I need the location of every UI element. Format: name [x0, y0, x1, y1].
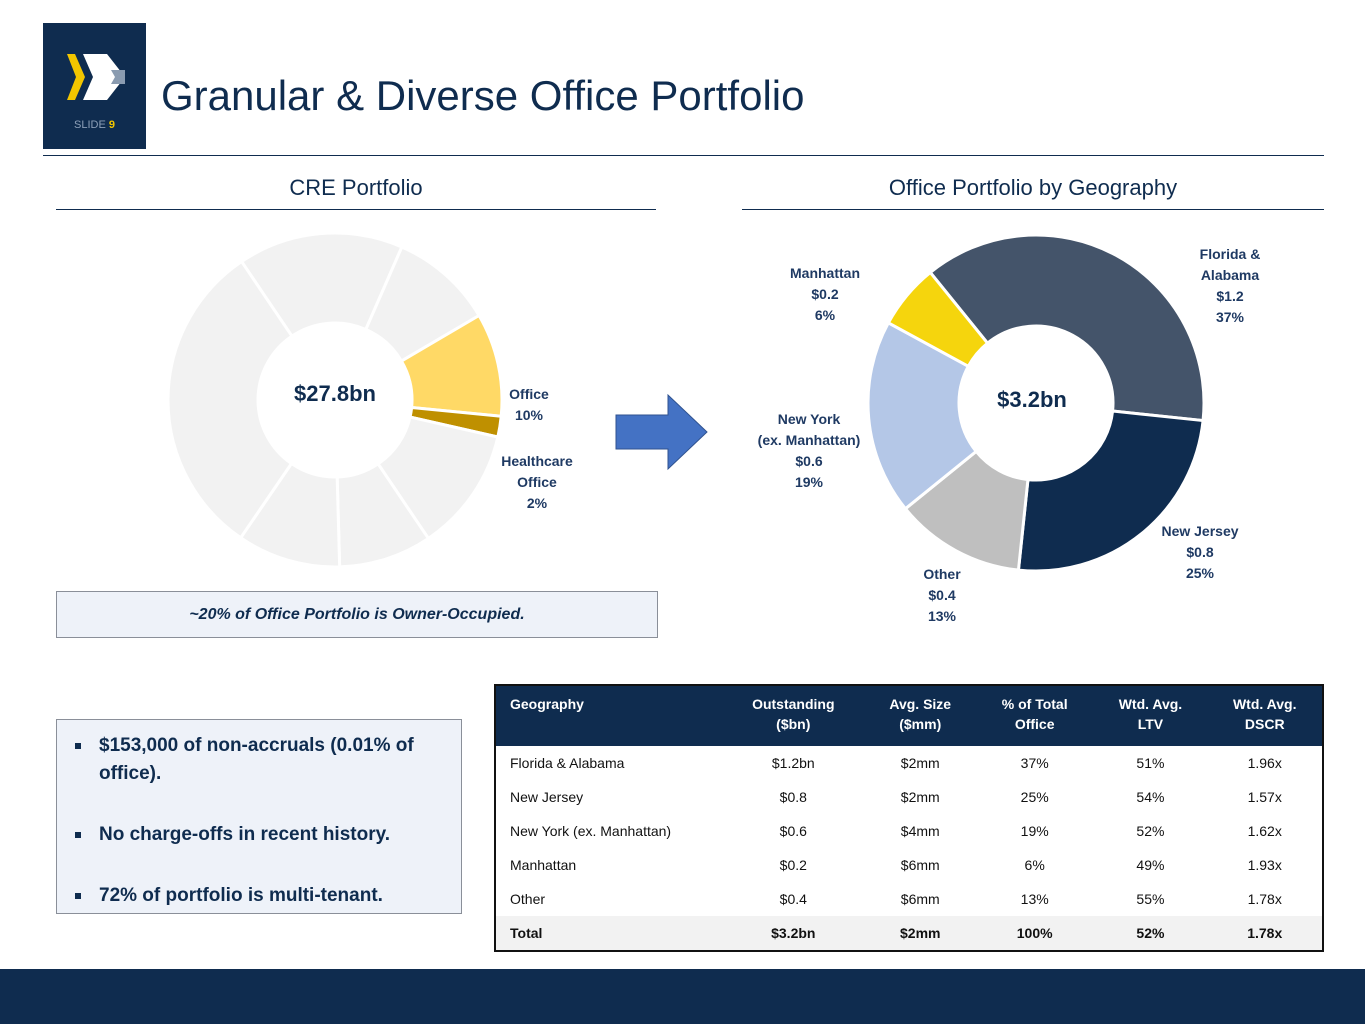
bullet-square-icon — [75, 832, 81, 838]
col-header-ltv: Wtd. Avg. LTV — [1093, 685, 1208, 746]
geo-slice-florida-alabama — [928, 233, 1206, 423]
cell-dscr: 1.78x — [1207, 916, 1323, 951]
table-header-row: Geography Outstanding ($bn) Avg. Size ($mm… — [495, 685, 1323, 746]
cell-geography: New Jersey — [510, 789, 584, 805]
other-callout: Other $0.4 13% — [923, 566, 961, 624]
geo-slice-new-york-ex-manhattan — [866, 320, 979, 511]
bullet-item: No charge-offs in recent history. — [73, 821, 441, 849]
cell-geography: Other — [510, 891, 546, 907]
bullet-item: 72% of portfolio is multi-tenant. — [73, 882, 441, 910]
table-row: New York (ex. Manhattan) $0.6 $4mm 19% 5… — [495, 814, 1323, 848]
bullet-item: $153,000 of non-accruals (0.01% of offic… — [73, 732, 441, 788]
new-jersey-callout: New Jersey $0.8 25% — [1161, 523, 1239, 581]
cell-ltv: 51% — [1136, 755, 1165, 771]
cre-slice-other-segment-7 — [166, 259, 295, 540]
cell-ltv: 52% — [1136, 823, 1165, 839]
cell-pct-total: 37% — [1020, 755, 1049, 771]
cell-avg-size: $6mm — [900, 857, 940, 873]
col-header-dscr: Wtd. Avg. DSCR — [1207, 685, 1323, 746]
cell-ltv: 52% — [1093, 916, 1208, 951]
cre-slice-other-segment-0 — [239, 231, 404, 339]
right-arrow-icon — [615, 393, 708, 471]
geo-slice-manhattan — [886, 270, 990, 369]
cell-geography: New York (ex. Manhattan) — [510, 823, 672, 839]
logo-chevron-icon — [63, 52, 125, 102]
page-title: Granular & Diverse Office Portfolio — [161, 72, 805, 119]
cre-title-underline — [56, 209, 656, 210]
cell-avg-size: $2mm — [900, 789, 940, 805]
new-york-callout: New York (ex. Manhattan) $0.6 19% — [757, 411, 861, 490]
company-logo: SLIDE 9 — [43, 23, 146, 149]
cell-dscr: 1.78x — [1247, 891, 1282, 907]
table-total-row: Total $3.2bn $2mm 100% 52% 1.78x — [495, 916, 1323, 951]
manhattan-callout: Manhattan $0.2 6% — [790, 265, 860, 323]
owner-occupied-note: ~20% of Office Portfolio is Owner-Occupi… — [56, 591, 658, 638]
geo-slice-new-jersey — [1016, 409, 1205, 573]
cell-ltv: 55% — [1136, 891, 1165, 907]
cell-pct-total: 13% — [1020, 891, 1049, 907]
cell-geography: Manhattan — [510, 857, 577, 873]
bullet-square-icon — [75, 893, 81, 899]
cell-geography: Florida & Alabama — [510, 755, 625, 771]
cell-outstanding: $0.2 — [779, 857, 807, 873]
cell-pct-total: 25% — [1020, 789, 1049, 805]
col-header-pct-total: % of Total Office — [975, 685, 1094, 746]
cell-avg-size: $6mm — [900, 891, 940, 907]
table-row: Other $0.4 $6mm 13% 55% 1.78x — [495, 882, 1323, 916]
geo-chart-title: Office Portfolio by Geography — [888, 175, 1178, 200]
cre-center-label: $27.8bn — [294, 381, 376, 406]
slide-number: SLIDE 9 — [74, 119, 115, 131]
col-header-outstanding: Outstanding ($bn) — [722, 685, 865, 746]
cell-ltv: 54% — [1136, 789, 1165, 805]
table-row: Manhattan $0.2 $6mm 6% 49% 1.93x — [495, 848, 1323, 882]
cell-outstanding: $3.2bn — [722, 916, 865, 951]
col-header-avg-size: Avg. Size ($mm) — [864, 685, 976, 746]
cell-pct-total: 6% — [1024, 857, 1045, 873]
cell-ltv: 49% — [1136, 857, 1165, 873]
table-row: Florida & Alabama $1.2bn $2mm 37% 51% 1.… — [495, 746, 1323, 780]
cell-outstanding: $1.2bn — [771, 755, 815, 771]
cell-dscr: 1.62x — [1247, 823, 1282, 839]
cell-outstanding: $0.8 — [779, 789, 807, 805]
geo-center-label: $3.2bn — [997, 387, 1067, 412]
cell-dscr: 1.57x — [1247, 789, 1282, 805]
bullet-square-icon — [75, 743, 81, 749]
header-divider — [43, 155, 1324, 156]
cell-pct-total: 100% — [975, 916, 1094, 951]
office-callout: Office 10% — [509, 386, 549, 423]
cell-dscr: 1.96x — [1247, 755, 1282, 771]
florida-alabama-callout: Florida & Alabama $1.2 37% — [1199, 246, 1261, 325]
cell-outstanding: $0.6 — [779, 823, 807, 839]
geo-title-underline — [742, 209, 1324, 210]
healthcare-office-callout: Healthcare Office 2% — [501, 453, 573, 511]
cell-avg-size: $2mm — [864, 916, 976, 951]
cell-pct-total: 19% — [1020, 823, 1049, 839]
cell-outstanding: $0.4 — [779, 891, 807, 907]
cre-chart-title: CRE Portfolio — [289, 175, 423, 200]
col-header-geography: Geography — [495, 685, 722, 746]
cell-geography: Total — [495, 916, 722, 951]
cell-avg-size: $2mm — [900, 755, 940, 771]
table-row: New Jersey $0.8 $2mm 25% 54% 1.57x — [495, 780, 1323, 814]
cell-dscr: 1.93x — [1247, 857, 1282, 873]
geography-table: Geography Outstanding ($bn) Avg. Size ($mm… — [494, 684, 1324, 952]
cell-avg-size: $4mm — [900, 823, 940, 839]
footer-bar — [0, 969, 1365, 1024]
key-points-box: $153,000 of non-accruals (0.01% of offic… — [56, 719, 462, 914]
